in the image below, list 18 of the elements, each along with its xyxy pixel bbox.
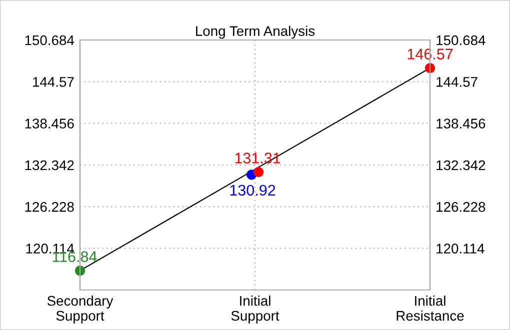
y2-tick-label: 144.57 [436, 77, 478, 87]
chart-title: Long Term Analysis [196, 26, 315, 39]
x-tick-label: Initial Resistance [396, 296, 464, 321]
y-tick-label: 138.456 [25, 118, 74, 129]
data-label: 130.92 [230, 184, 276, 196]
y-tick-label: 126.228 [25, 202, 74, 212]
y-tick-label: 144.57 [33, 77, 74, 87]
y2-tick-label: 138.456 [436, 118, 486, 129]
y2-tick-label: 150.684 [436, 35, 486, 46]
data-label: 146.57 [408, 48, 453, 60]
x-tick-label: Initial Support [231, 296, 280, 324]
y-tick-label: 150.684 [25, 35, 74, 46]
x-tick-label: Secondary Support [47, 296, 114, 324]
y2-tick-label: 126.228 [436, 202, 486, 212]
y-tick-label: 132.342 [25, 160, 74, 170]
y2-tick-label: 120.114 [436, 244, 484, 254]
y2-tick-label: 132.342 [436, 160, 486, 170]
data-label: 116.84 [52, 251, 97, 262]
